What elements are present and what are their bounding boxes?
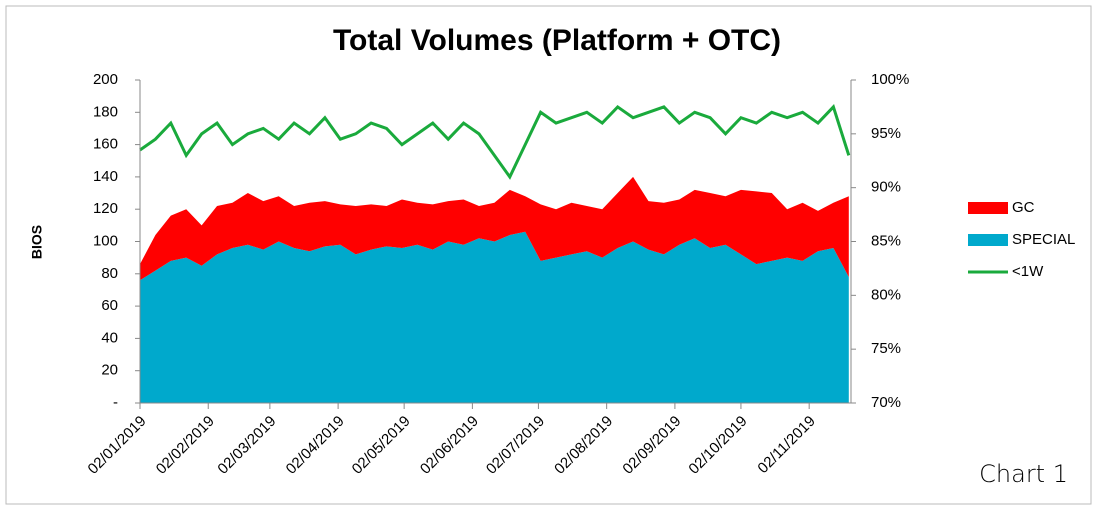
y-tick-label: 160	[93, 136, 118, 153]
y-tick-label: 200	[93, 71, 118, 88]
chart-title: Total Volumes (Platform + OTC)	[333, 24, 781, 57]
y2-tick-label: 85%	[871, 232, 901, 249]
line	[139, 104, 851, 180]
y-tick-label: 80	[101, 265, 118, 282]
y-tick-label: 140	[93, 168, 118, 185]
area	[140, 231, 849, 403]
y2-tick-label: 75%	[871, 340, 901, 357]
y-axis-label: BIOS	[29, 225, 45, 259]
legend-label: SPECIAL	[1012, 231, 1075, 248]
legend-swatch	[968, 202, 1008, 214]
y-tick-label: 60	[101, 297, 118, 314]
y2-tick-label: 100%	[871, 71, 909, 88]
y-tick-label: -	[113, 394, 118, 411]
legend-label: <1W	[1012, 263, 1044, 280]
area	[140, 176, 849, 281]
legend-label: GC	[1012, 199, 1035, 216]
y2-tick-label: 95%	[871, 125, 901, 142]
y2-tick-label: 90%	[871, 179, 901, 196]
y-tick-label: 20	[101, 362, 118, 379]
caption: Chart 1	[979, 460, 1068, 488]
y-tick-label: 180	[93, 103, 118, 120]
y2-tick-label: 80%	[871, 286, 901, 303]
y-tick-label: 100	[93, 232, 118, 249]
y-tick-label: 120	[93, 200, 118, 217]
y-tick-label: 40	[101, 329, 118, 346]
y2-tick-label: 70%	[871, 394, 901, 411]
legend-swatch	[968, 234, 1008, 246]
